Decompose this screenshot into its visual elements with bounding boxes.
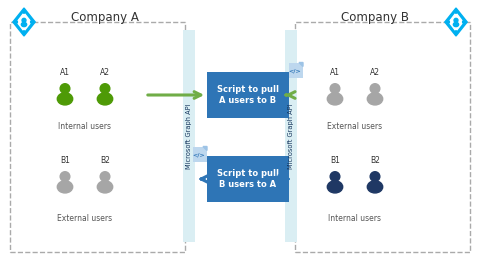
Ellipse shape [97, 181, 113, 193]
Text: Microsoft Graph API: Microsoft Graph API [186, 103, 192, 169]
Circle shape [455, 11, 457, 13]
Polygon shape [299, 62, 303, 66]
Text: A2: A2 [370, 68, 380, 77]
Text: </>: </> [288, 69, 301, 73]
FancyBboxPatch shape [193, 147, 207, 161]
Text: A2: A2 [100, 68, 110, 77]
Text: Script to pull
B users to A: Script to pull B users to A [217, 168, 279, 189]
FancyBboxPatch shape [183, 30, 195, 242]
Text: B1: B1 [60, 156, 70, 165]
Circle shape [330, 172, 340, 181]
FancyBboxPatch shape [207, 156, 289, 202]
Polygon shape [449, 13, 463, 31]
Ellipse shape [327, 93, 343, 105]
Text: A1: A1 [60, 68, 70, 77]
Polygon shape [203, 147, 207, 150]
Text: Company A: Company A [71, 11, 139, 23]
FancyBboxPatch shape [289, 62, 303, 77]
Circle shape [330, 84, 340, 93]
Circle shape [454, 18, 458, 22]
Ellipse shape [367, 93, 383, 105]
Text: Company B: Company B [341, 11, 409, 23]
Circle shape [60, 84, 70, 93]
Text: Internal users: Internal users [328, 214, 382, 223]
Circle shape [370, 84, 380, 93]
Ellipse shape [57, 93, 72, 105]
Text: B2: B2 [100, 156, 110, 165]
Polygon shape [17, 13, 31, 31]
Polygon shape [13, 8, 35, 36]
Ellipse shape [453, 22, 459, 27]
Circle shape [447, 21, 449, 23]
Text: Internal users: Internal users [59, 122, 111, 131]
Ellipse shape [21, 22, 27, 27]
Circle shape [60, 172, 70, 181]
Circle shape [23, 31, 25, 33]
Text: B1: B1 [330, 156, 340, 165]
Circle shape [100, 84, 110, 93]
Text: External users: External users [327, 122, 383, 131]
Ellipse shape [97, 93, 113, 105]
Text: </>: </> [192, 153, 205, 157]
Ellipse shape [327, 181, 343, 193]
Circle shape [370, 172, 380, 181]
Text: B2: B2 [370, 156, 380, 165]
Text: Script to pull
A users to B: Script to pull A users to B [217, 85, 279, 105]
Text: A1: A1 [330, 68, 340, 77]
Circle shape [23, 11, 25, 13]
Circle shape [31, 21, 33, 23]
Circle shape [455, 31, 457, 33]
Circle shape [22, 18, 26, 22]
Text: External users: External users [58, 214, 113, 223]
FancyBboxPatch shape [207, 72, 289, 118]
Ellipse shape [57, 181, 72, 193]
FancyBboxPatch shape [285, 30, 297, 242]
Polygon shape [445, 8, 467, 36]
Circle shape [15, 21, 17, 23]
Ellipse shape [367, 181, 383, 193]
Circle shape [100, 172, 110, 181]
Circle shape [463, 21, 465, 23]
Text: Microsoft Graph API: Microsoft Graph API [288, 103, 294, 169]
